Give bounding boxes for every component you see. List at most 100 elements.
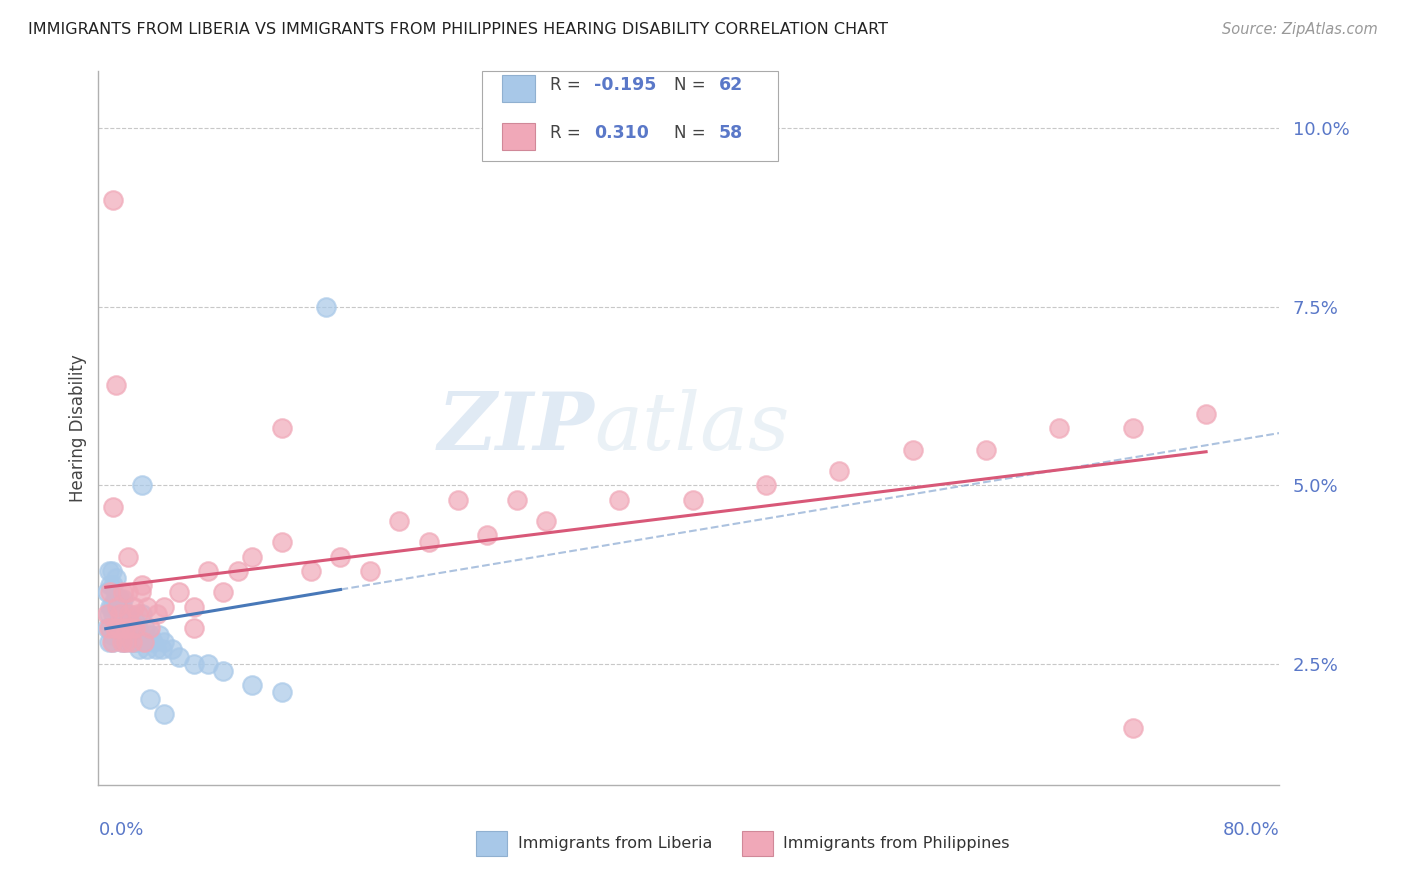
Point [212, 585, 235, 599]
Point [107, 621, 129, 635]
Point [117, 585, 139, 599]
Point [105, 378, 128, 392]
Point [160, 642, 183, 657]
Text: N =: N = [673, 124, 710, 142]
Point [505, 492, 527, 507]
Point [115, 635, 138, 649]
Point [101, 607, 124, 621]
FancyBboxPatch shape [477, 830, 508, 856]
Point [103, 621, 125, 635]
Point [135, 599, 157, 614]
FancyBboxPatch shape [482, 71, 778, 161]
Point [129, 628, 152, 642]
Point [105, 599, 128, 614]
Point [183, 599, 205, 614]
Point [212, 664, 235, 678]
Point [121, 635, 143, 649]
Point [329, 549, 352, 564]
Text: Source: ZipAtlas.com: Source: ZipAtlas.com [1222, 22, 1378, 37]
Point [1122, 421, 1144, 435]
Point [447, 492, 470, 507]
Point [299, 564, 322, 578]
Point [117, 628, 139, 642]
Text: R =: R = [550, 76, 585, 94]
Point [135, 642, 157, 657]
Point [132, 635, 155, 649]
Text: Immigrants from Liberia: Immigrants from Liberia [517, 836, 711, 851]
Point [315, 300, 337, 314]
Point [125, 635, 148, 649]
Point [107, 599, 129, 614]
Text: Immigrants from Philippines: Immigrants from Philippines [783, 836, 1010, 851]
Point [153, 635, 176, 649]
Point [108, 599, 131, 614]
Point [98, 599, 121, 614]
Point [118, 614, 141, 628]
Point [96, 607, 118, 621]
Point [153, 599, 176, 614]
Point [828, 464, 851, 478]
Point [114, 635, 136, 649]
Point [100, 564, 122, 578]
Text: N =: N = [673, 76, 710, 94]
Point [101, 193, 124, 207]
Point [359, 564, 381, 578]
Point [534, 514, 557, 528]
Point [122, 599, 145, 614]
Point [96, 621, 118, 635]
Point [146, 607, 169, 621]
Point [110, 592, 132, 607]
Text: -0.195: -0.195 [595, 76, 657, 94]
Text: 62: 62 [718, 76, 742, 94]
Point [100, 599, 122, 614]
Point [150, 642, 173, 657]
Point [115, 607, 138, 621]
Point [682, 492, 704, 507]
Point [101, 500, 124, 514]
Point [139, 692, 162, 706]
Point [197, 657, 219, 671]
Point [477, 528, 499, 542]
Point [120, 621, 142, 635]
Point [183, 657, 205, 671]
Point [1047, 421, 1070, 435]
Point [121, 621, 143, 635]
Point [197, 564, 219, 578]
Point [131, 478, 153, 492]
Point [167, 585, 190, 599]
Point [100, 635, 122, 649]
Point [107, 592, 129, 607]
Point [100, 628, 122, 642]
Point [110, 607, 132, 621]
Point [153, 706, 176, 721]
Point [270, 421, 292, 435]
Point [98, 585, 121, 599]
Text: IMMIGRANTS FROM LIBERIA VS IMMIGRANTS FROM PHILIPPINES HEARING DISABILITY CORREL: IMMIGRANTS FROM LIBERIA VS IMMIGRANTS FR… [28, 22, 889, 37]
Point [120, 635, 142, 649]
Point [105, 571, 128, 585]
Point [134, 621, 156, 635]
Point [117, 549, 139, 564]
Point [96, 585, 118, 599]
Point [1195, 407, 1218, 421]
Point [98, 621, 121, 635]
Point [124, 621, 146, 635]
Point [98, 578, 121, 592]
Point [97, 564, 120, 578]
Point [755, 478, 778, 492]
Point [124, 614, 146, 628]
Point [112, 621, 135, 635]
Point [974, 442, 997, 457]
Point [97, 607, 120, 621]
Point [112, 585, 135, 599]
Point [127, 607, 149, 621]
Text: 0.310: 0.310 [595, 124, 650, 142]
Y-axis label: Hearing Disability: Hearing Disability [69, 354, 87, 502]
Point [131, 607, 153, 621]
Point [167, 649, 190, 664]
Point [418, 535, 440, 549]
Point [270, 685, 292, 699]
Point [111, 635, 134, 649]
Point [142, 635, 165, 649]
FancyBboxPatch shape [502, 75, 536, 102]
